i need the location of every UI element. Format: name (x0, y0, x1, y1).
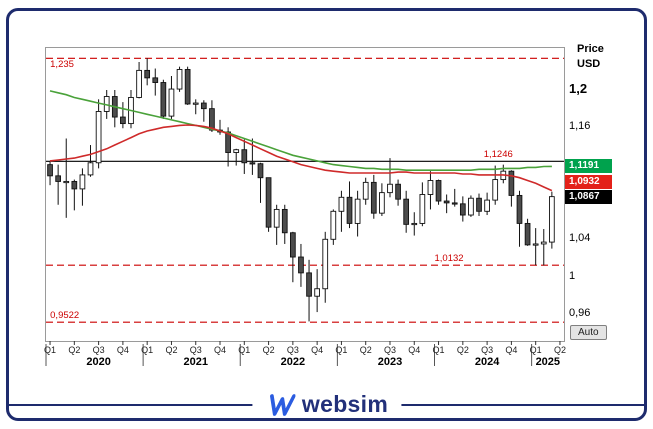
websim-logo-text: websim (301, 391, 389, 417)
candle-body (184, 69, 191, 105)
candle-body (516, 194, 523, 224)
candle-body (532, 243, 539, 246)
candle-body (152, 77, 159, 83)
candle-body (176, 69, 183, 90)
candle-body (387, 183, 393, 194)
candle-body (314, 288, 320, 297)
candle-body (160, 82, 167, 117)
candle-body (47, 164, 53, 177)
candle-body (95, 111, 102, 164)
y-axis-title: Price USD (577, 42, 604, 72)
candle-body (290, 232, 296, 258)
candle-body (265, 177, 272, 228)
candle-body (508, 170, 515, 196)
websim-logo: websim (251, 388, 402, 421)
candle-body (298, 256, 304, 274)
candle-body (330, 210, 337, 240)
candle-body (338, 196, 345, 212)
candle-body (281, 208, 288, 234)
candle-body (476, 197, 482, 212)
candle-body (168, 88, 175, 117)
candle-body (435, 180, 442, 202)
candle-body (427, 180, 434, 195)
y-axis-title-usd: USD (577, 58, 601, 70)
candle-body (403, 198, 410, 225)
candle-body (468, 197, 474, 216)
candle-body (233, 149, 240, 153)
candle-body (540, 241, 547, 245)
auto-scale-button[interactable]: Auto (570, 325, 607, 340)
candle-body (354, 198, 361, 224)
candle-body (395, 183, 401, 200)
websim-logo-icon (269, 393, 295, 416)
candle-body (136, 69, 142, 98)
candle-body (273, 208, 280, 228)
candle-body (249, 162, 256, 165)
ma-line-long (49, 90, 552, 171)
candle-body (257, 163, 264, 179)
candle-body (71, 180, 78, 190)
candle-body (346, 196, 353, 224)
candle-body (120, 116, 126, 125)
candle-body (411, 222, 418, 226)
candle-body (225, 131, 231, 153)
candle-body (144, 69, 151, 79)
candle-body (192, 102, 199, 105)
candle-body (549, 196, 555, 243)
candle-body (484, 199, 490, 212)
candle-body (492, 179, 499, 201)
candle-body (379, 192, 385, 214)
candle-body (459, 203, 466, 216)
candle-body (241, 149, 248, 164)
y-axis-title-price: Price (577, 43, 604, 55)
candle-body (451, 202, 458, 205)
candle-body (322, 238, 329, 290)
candle-body (306, 272, 312, 297)
candle-body (362, 181, 369, 200)
candle-body (55, 175, 61, 182)
candle-body (209, 108, 215, 131)
candle-body (370, 181, 377, 214)
candle-body (524, 222, 531, 246)
candle-body (419, 194, 426, 224)
candle-body (63, 180, 70, 184)
ma-line-short (49, 124, 553, 192)
candle-body (87, 162, 94, 176)
candle-body (200, 102, 207, 110)
candle-body (79, 174, 86, 190)
candle-body (443, 200, 450, 204)
plot-area-border (45, 47, 565, 342)
